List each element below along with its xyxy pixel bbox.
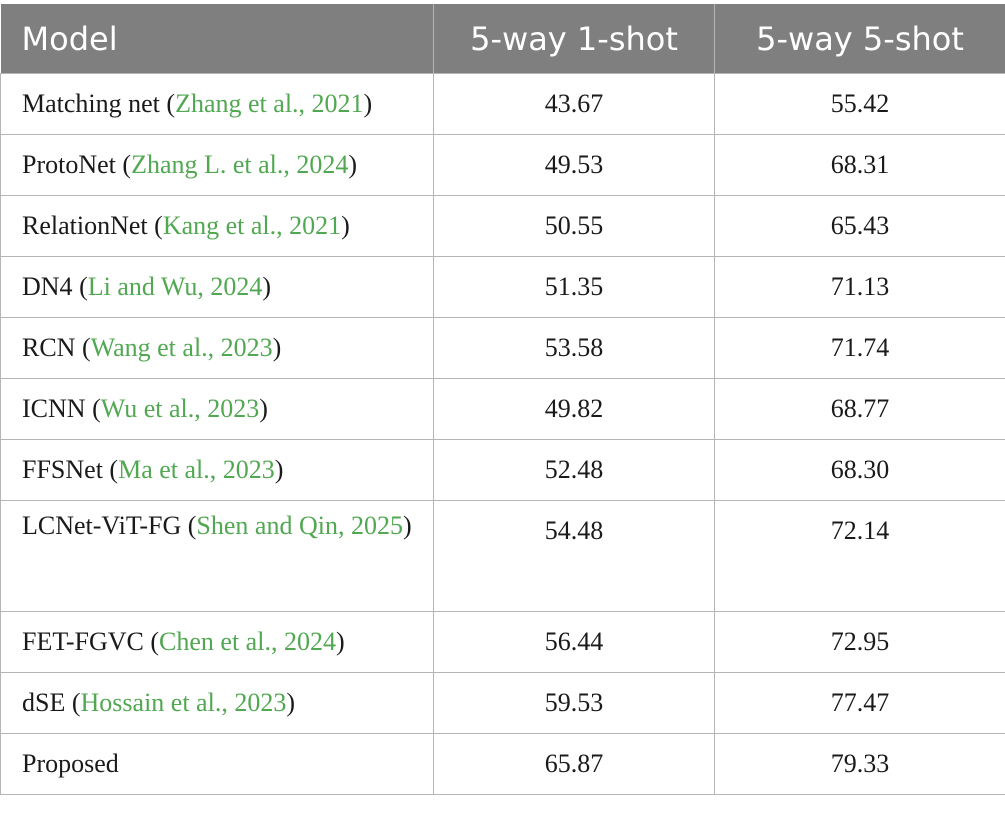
model-cell: RCN (Wang et al., 2023) [0, 317, 434, 379]
one-shot-value: 52.48 [433, 439, 715, 501]
five-shot-value: 72.95 [714, 611, 1005, 673]
one-shot-value: 65.87 [433, 733, 715, 795]
one-shot-value: 56.44 [433, 611, 715, 673]
table-row: FFSNet (Ma et al., 2023) 52.48 68.30 [0, 439, 1005, 501]
five-shot-value: 68.30 [714, 439, 1005, 501]
model-cell: ICNN (Wu et al., 2023) [0, 378, 434, 440]
model-cell: ProtoNet (Zhang L. et al., 2024) [0, 134, 434, 196]
model-cell: Matching net (Zhang et al., 2021) [0, 73, 434, 135]
model-name: DN4 [22, 272, 73, 302]
model-cell: Proposed [0, 733, 434, 795]
model-name: FET-FGVC [22, 627, 144, 657]
model-cell: dSE (Hossain et al., 2023) [0, 672, 434, 734]
model-cell: RelationNet (Kang et al., 2021) [0, 195, 434, 257]
one-shot-value: 54.48 [433, 500, 715, 612]
table-row: dSE (Hossain et al., 2023) 59.53 77.47 [0, 672, 1005, 734]
one-shot-value: 49.82 [433, 378, 715, 440]
table-row: Matching net (Zhang et al., 2021) 43.67 … [0, 73, 1005, 135]
header-5way-1shot: 5-way 1-shot [433, 4, 715, 74]
model-cell: FET-FGVC (Chen et al., 2024) [0, 611, 434, 673]
table-row: RelationNet (Kang et al., 2021) 50.55 65… [0, 195, 1005, 257]
citation-link[interactable]: Li and Wu, 2024 [87, 272, 263, 302]
model-name: RelationNet [22, 211, 148, 241]
one-shot-value: 50.55 [433, 195, 715, 257]
table-row: RCN (Wang et al., 2023) 53.58 71.74 [0, 317, 1005, 379]
five-shot-value: 65.43 [714, 195, 1005, 257]
one-shot-value: 51.35 [433, 256, 715, 318]
table-row: ICNN (Wu et al., 2023) 49.82 68.77 [0, 378, 1005, 440]
table-row: DN4 (Li and Wu, 2024) 51.35 71.13 [0, 256, 1005, 318]
citation-link[interactable]: Wu et al., 2023 [100, 394, 260, 424]
citation-link[interactable]: Zhang L. et al., 2024 [131, 150, 349, 180]
five-shot-value: 71.74 [714, 317, 1005, 379]
one-shot-value: 53.58 [433, 317, 715, 379]
five-shot-value: 55.42 [714, 73, 1005, 135]
model-name: ICNN [22, 394, 86, 424]
citation-link[interactable]: Chen et al., 2024 [159, 627, 336, 657]
citation-link[interactable]: Hossain et al., 2023 [80, 688, 287, 718]
model-cell: LCNet-ViT-FG (Shen and Qin, 2025) [0, 500, 434, 612]
header-5way-5shot: 5-way 5-shot [714, 4, 1005, 74]
citation-link[interactable]: Kang et al., 2021 [162, 211, 342, 241]
five-shot-value: 68.77 [714, 378, 1005, 440]
one-shot-value: 43.67 [433, 73, 715, 135]
five-shot-value: 72.14 [714, 500, 1005, 612]
five-shot-value: 79.33 [714, 733, 1005, 795]
table-row: ProtoNet (Zhang L. et al., 2024) 49.53 6… [0, 134, 1005, 196]
five-shot-value: 68.31 [714, 134, 1005, 196]
one-shot-value: 49.53 [433, 134, 715, 196]
header-row: Model 5-way 1-shot 5-way 5-shot [0, 4, 1005, 74]
model-name: dSE [22, 688, 66, 718]
model-name: RCN [22, 333, 76, 363]
citation-link[interactable]: Wang et al., 2023 [90, 333, 273, 363]
five-shot-value: 77.47 [714, 672, 1005, 734]
model-name: LCNet-ViT-FG [22, 511, 182, 540]
one-shot-value: 59.53 [433, 672, 715, 734]
model-cell: DN4 (Li and Wu, 2024) [0, 256, 434, 318]
model-name: ProtoNet [22, 150, 116, 180]
citation-link[interactable]: Shen and Qin, 2025 [196, 511, 403, 540]
results-table: Model 5-way 1-shot 5-way 5-shot Matching… [0, 4, 1005, 795]
five-shot-value: 71.13 [714, 256, 1005, 318]
header-model: Model [0, 4, 434, 74]
table-row: Proposed 65.87 79.33 [0, 733, 1005, 795]
model-name: Matching net [22, 89, 160, 119]
table-row: LCNet-ViT-FG (Shen and Qin, 2025) 54.48 … [0, 500, 1005, 612]
citation-link[interactable]: Ma et al., 2023 [118, 455, 275, 485]
model-cell: FFSNet (Ma et al., 2023) [0, 439, 434, 501]
citation-link[interactable]: Zhang et al., 2021 [175, 89, 364, 119]
model-name: FFSNet [22, 455, 103, 485]
model-name: Proposed [22, 749, 119, 779]
table-row: FET-FGVC (Chen et al., 2024) 56.44 72.95 [0, 611, 1005, 673]
